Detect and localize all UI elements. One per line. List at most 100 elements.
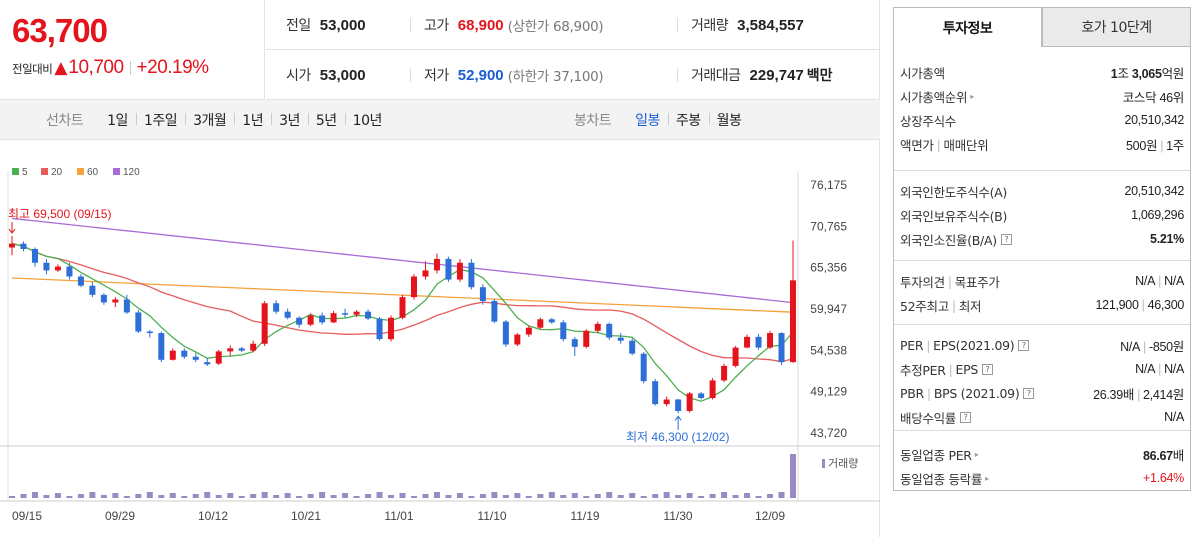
volume-bar — [732, 495, 739, 498]
volume-bar — [617, 495, 624, 498]
candlestick-chart[interactable]: 5 20 60 120 76,175 70,765 65,356 59,947 54,538 49… — [0, 141, 880, 537]
volume-bar — [250, 494, 257, 498]
x-tick-label: 09/29 — [105, 509, 135, 523]
volume-bar — [330, 495, 337, 498]
volume-bar — [491, 492, 498, 498]
tab-investment-info[interactable]: 투자정보 — [893, 7, 1042, 47]
period-1d[interactable]: 1일 — [107, 113, 128, 129]
row-industry-change[interactable]: 동일업종 등락률 ▸ +1.64% — [900, 471, 1184, 487]
period-1w[interactable]: 1주일 — [135, 110, 185, 130]
candle-body — [43, 262, 50, 271]
volume-bar — [790, 454, 796, 498]
line-chart-label: 선차트 — [46, 113, 84, 129]
legend-swatch — [77, 168, 84, 175]
volume-bar — [100, 495, 107, 498]
candle-chart-periods: 봉차트 일봉 주봉 월봉 — [574, 100, 749, 140]
row-market-cap-rank[interactable]: 시가총액순위 ▸ 코스닥 46위 — [900, 89, 1184, 105]
candle-body — [89, 285, 96, 295]
volume-bar — [445, 495, 452, 498]
row-52w: 52주최고 | 최저 121,900 | 46,300 — [900, 297, 1184, 314]
row-opinion: 투자의견 | 목표주가 N/A | N/A — [900, 273, 1184, 290]
caret-right-icon: ▸ — [974, 449, 979, 459]
volume-bar — [686, 493, 693, 498]
x-tick-label: 10/21 — [291, 509, 321, 523]
candle-body — [433, 258, 440, 271]
volume-bar — [238, 496, 245, 498]
prev-close-label: 전일 — [286, 18, 311, 34]
row-pbr-bps: PBR | BPS (2021.09)? 26.39배 | 2,414원 — [900, 385, 1184, 402]
volume-value: 3,584,557 — [737, 16, 804, 34]
candle-body — [663, 399, 670, 405]
candle-body — [583, 330, 590, 347]
period-3m[interactable]: 3개월 — [185, 110, 234, 130]
row-foreign-holding: 외국인보유주식수(B) 1,069,296 — [900, 208, 1184, 224]
current-price: 63,700 — [12, 12, 108, 49]
lower-limit: (하한가 37,100) — [507, 69, 604, 85]
help-icon[interactable]: ? — [982, 363, 994, 375]
candle-body — [456, 262, 463, 280]
period-10y[interactable]: 10년 — [344, 110, 390, 130]
volume-bar — [560, 495, 567, 498]
annotation-high: 최고 69,500 (09/15) — [8, 207, 111, 221]
help-icon[interactable]: ? — [1023, 387, 1035, 399]
open-label: 시가 — [286, 68, 311, 84]
x-tick-label: 11/10 — [477, 509, 506, 523]
candle-body — [227, 348, 234, 352]
y-tick-label: 70,765 — [810, 219, 847, 233]
tab-order-book[interactable]: 호가 10단계 — [1042, 7, 1191, 47]
open-price: 시가 53,000 — [286, 50, 366, 100]
candle-body — [31, 248, 38, 263]
candle-body — [135, 312, 142, 332]
candle-body — [721, 365, 728, 381]
candle-body — [445, 258, 452, 280]
volume-bar — [767, 494, 774, 498]
volume-label: 거래량 — [691, 18, 729, 34]
help-icon[interactable]: ? — [960, 411, 972, 423]
section-foreign: 외국인한도주식수(A) 20,510,342 외국인보유주식수(B) 1,069,2… — [894, 171, 1190, 261]
volume-bar — [652, 494, 659, 498]
volume-bar — [261, 492, 268, 498]
candle-body — [640, 353, 647, 382]
candle-daily[interactable]: 일봉 — [635, 113, 660, 129]
info-tabs: 투자정보 호가 10단계 — [893, 7, 1191, 47]
candle-body — [744, 336, 751, 348]
period-3y[interactable]: 3년 — [271, 110, 308, 130]
volume-bar — [273, 495, 280, 498]
candle-body — [261, 303, 268, 344]
upper-limit: (상한가 68,900) — [507, 19, 604, 35]
volume-bar — [123, 496, 130, 498]
stock-chart-panel: 63,700 전일대비 ▲ 10,700 +20.19% 전일 53,000 고… — [0, 0, 880, 537]
candle-weekly[interactable]: 주봉 — [667, 110, 709, 130]
help-icon[interactable]: ? — [1018, 339, 1030, 351]
period-1y[interactable]: 1년 — [234, 110, 271, 130]
legend-label: 120 — [123, 167, 140, 178]
change-label: 전일대비 — [12, 62, 53, 76]
candle-chart-label: 봉차트 — [574, 113, 612, 129]
period-5y[interactable]: 5년 — [307, 110, 345, 130]
row-market-cap: 시가총액 1조 3,065억원 — [900, 65, 1184, 81]
candle-monthly[interactable]: 월봉 — [708, 110, 750, 130]
candle-body — [790, 280, 796, 363]
arrow-up-icon — [674, 415, 682, 430]
candle-body — [192, 356, 199, 360]
caret-right-icon: ▸ — [970, 91, 974, 101]
candle-body — [365, 311, 372, 319]
tab-investment-info-label: 투자정보 — [942, 20, 993, 37]
ma120-line — [11, 217, 794, 304]
volume-bar — [307, 494, 314, 498]
candle-body — [491, 300, 498, 322]
row-industry-per[interactable]: 동일업종 PER ▸ 86.67배 — [900, 447, 1184, 463]
help-icon[interactable]: ? — [1000, 233, 1012, 245]
x-tick-label: 11/01 — [384, 509, 413, 523]
volume-bar — [135, 494, 142, 498]
arrow-down-icon — [8, 222, 16, 234]
volume-bar — [181, 496, 188, 498]
candle-body — [238, 348, 245, 351]
volume-bar — [548, 492, 555, 498]
open-value: 53,000 — [319, 66, 366, 84]
candle-body — [388, 317, 395, 340]
volume-bar — [227, 493, 234, 498]
candle-body — [250, 343, 257, 351]
candle-body — [617, 337, 624, 341]
y-tick-label: 43,720 — [810, 426, 847, 440]
